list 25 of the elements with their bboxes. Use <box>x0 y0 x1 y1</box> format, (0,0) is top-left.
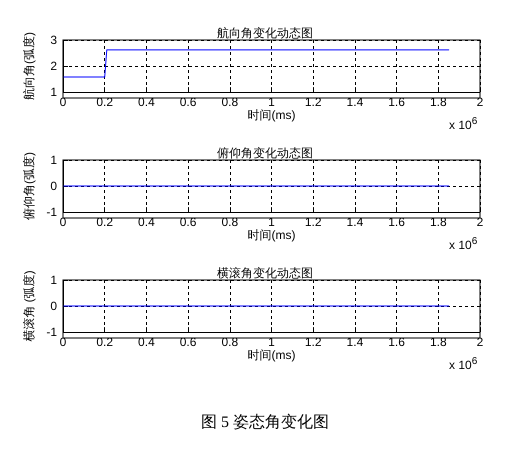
y-tick-label: 0 <box>50 299 58 314</box>
x-axis-title: 时间(ms) <box>248 108 296 122</box>
caption: 图 5 姿态角变化图 <box>200 412 330 433</box>
y-tick-label: 1 <box>50 85 58 100</box>
x-tick-label: 1.4 <box>346 335 364 350</box>
x-tick-label: 1.4 <box>346 215 364 230</box>
x-axis-title: 时间(ms) <box>248 348 296 362</box>
x-tick-label: 1.4 <box>346 95 364 110</box>
y-tick-label: -1 <box>46 325 58 340</box>
y-tick-label: 2 <box>50 59 58 74</box>
y-axis-title: 横滚角 (弧度) <box>22 270 36 342</box>
y-axis-title: 航向角(弧度) <box>22 32 36 100</box>
text: x 10$^{6}$ <box>449 356 478 372</box>
y-tick-label: 3 <box>50 33 58 47</box>
y-axis-title: 俯仰角(弧度) <box>22 152 36 220</box>
text: x 10$^{6}$ <box>449 236 478 252</box>
x-axis-title: 时间(ms) <box>248 228 296 242</box>
text: x 10$^{6}$ <box>449 116 478 132</box>
chart-title: 横滚角变化动态图 <box>217 266 313 280</box>
y-tick-label: 1 <box>50 273 58 287</box>
chart-title: 航向角变化动态图 <box>217 26 313 40</box>
y-tick-label: 1 <box>50 153 58 167</box>
y-tick-label: 0 <box>50 179 58 194</box>
chart-title: 俯仰角变化动态图 <box>217 146 313 160</box>
y-tick-label: -1 <box>46 205 58 220</box>
